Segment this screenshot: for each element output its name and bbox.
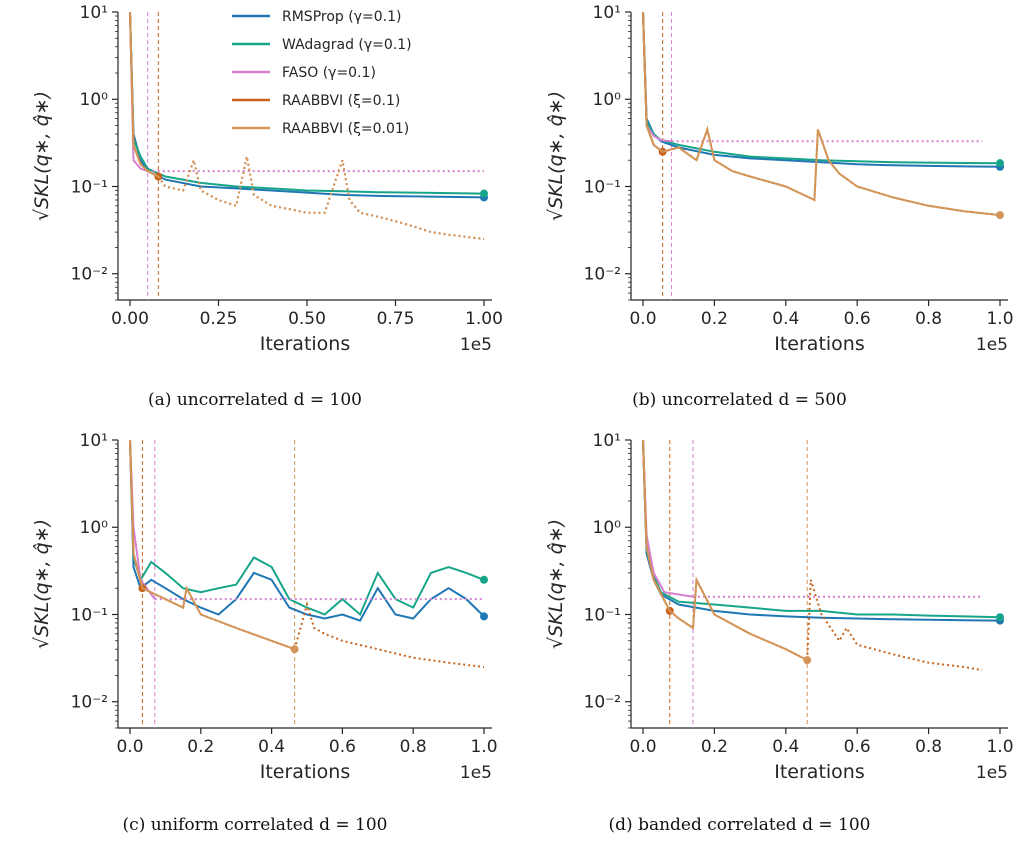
- y-axis-label: √SKL(q∗, q̂∗): [31, 91, 53, 221]
- panel-caption: (b) uncorrelated d = 500: [632, 390, 847, 410]
- panel-caption: (a) uncorrelated d = 100: [148, 390, 362, 410]
- y-axis-label: √SKL(q∗, q̂∗): [545, 519, 567, 649]
- chart-panel-2: 10⁻² 10⁻¹ 10⁰ 10¹ 0.0 0.2 0.4 0.6 0.8 1.0 Iteratio…: [545, 3, 1014, 410]
- series-line: [642, 439, 694, 598]
- series-line: [129, 439, 485, 622]
- legend-label: WAdagrad (γ=0.1): [282, 37, 412, 53]
- x-tick-label: 0.6: [844, 309, 871, 329]
- x-axis-label: Iterations: [260, 761, 351, 783]
- series-end-marker: [480, 612, 488, 621]
- series-end-marker: [996, 613, 1004, 622]
- x-tick-label: 0.8: [400, 737, 427, 757]
- x-tick-label: 1.0: [986, 309, 1013, 329]
- x-tick-label: 0.75: [377, 309, 415, 329]
- series-line: [129, 11, 485, 195]
- series-line: [642, 11, 1001, 168]
- x-tick-label: 0.00: [111, 309, 149, 329]
- y-tick-label: 10⁻²: [71, 693, 108, 713]
- series-line-dotted: [662, 125, 1001, 217]
- x-tick-label: 0.4: [258, 737, 285, 757]
- x-tick-label: 1.0: [986, 737, 1013, 757]
- series-line: [129, 11, 159, 178]
- x-multiplier: 1e5: [976, 763, 1008, 783]
- x-axis-label: Iterations: [774, 761, 865, 783]
- x-axis-label: Iterations: [774, 333, 865, 355]
- x-tick-label: 0.6: [329, 737, 356, 757]
- y-tick-label: 10¹: [593, 3, 621, 23]
- series-line-dotted: [669, 576, 983, 672]
- y-tick-label: 10⁻²: [71, 265, 108, 285]
- y-tick-label: 10¹: [80, 431, 108, 451]
- legend-label: RAABBVI (ξ=0.1): [282, 93, 400, 109]
- x-multiplier: 1e5: [460, 335, 492, 355]
- x-tick-label: 0.4: [772, 737, 799, 757]
- y-tick-label: 10⁻¹: [584, 605, 621, 625]
- x-tick-label: 0.0: [629, 309, 656, 329]
- series-line: [642, 11, 1001, 165]
- series-line: [129, 439, 485, 617]
- y-tick-label: 10⁻¹: [71, 177, 108, 197]
- x-axis-label: Iterations: [260, 333, 351, 355]
- x-tick-label: 0.0: [116, 737, 143, 757]
- y-tick-label: 10⁻²: [584, 693, 621, 713]
- y-tick-label: 10⁰: [593, 90, 622, 110]
- series-line: [129, 439, 295, 651]
- y-tick-label: 10⁻¹: [584, 177, 621, 197]
- y-tick-label: 10⁻¹: [71, 605, 108, 625]
- y-tick-label: 10⁰: [593, 518, 622, 538]
- x-multiplier: 1e5: [460, 763, 492, 783]
- x-tick-label: 0.50: [288, 309, 326, 329]
- y-tick-label: 10⁰: [80, 90, 109, 110]
- y-tick-label: 10⁻²: [584, 265, 621, 285]
- y-tick-label: 10¹: [80, 3, 108, 23]
- chart-panel-1: 10⁻² 10⁻¹ 10⁰ 10¹ 0.00 0.25 0.50 0.75 1.00 Iterat…: [31, 3, 503, 410]
- legend: RMSProp (γ=0.1) WAdagrad (γ=0.1) FASO (γ=0…: [232, 9, 412, 137]
- x-tick-label: 0.25: [200, 309, 238, 329]
- series-end-marker: [480, 189, 488, 198]
- series-line-dotted: [157, 156, 485, 240]
- series-line: [642, 439, 1001, 622]
- x-tick-label: 0.8: [915, 309, 942, 329]
- x-tick-label: 1.00: [465, 309, 503, 329]
- chart-panel-3: 10⁻² 10⁻¹ 10⁰ 10¹ 0.0 0.2 0.4 0.6 0.8 1.0 Iteratio…: [31, 431, 498, 835]
- legend-label: RAABBVI (ξ=0.01): [282, 121, 409, 137]
- series-end-marker: [480, 575, 488, 584]
- y-axis-label: √SKL(q∗, q̂∗): [31, 519, 53, 649]
- series-line: [642, 439, 808, 661]
- panel-caption: (d) banded correlated d = 100: [609, 815, 871, 835]
- x-tick-label: 0.2: [187, 737, 214, 757]
- panel-caption: (c) uniform correlated d = 100: [123, 815, 388, 835]
- x-multiplier: 1e5: [976, 335, 1008, 355]
- chart-panel-4: 10⁻² 10⁻¹ 10⁰ 10¹ 0.0 0.2 0.4 0.6 0.8 1.0 Iteratio…: [545, 431, 1014, 835]
- x-tick-label: 0.0: [629, 737, 656, 757]
- x-tick-label: 1.0: [470, 737, 497, 757]
- series-line: [642, 11, 1001, 217]
- x-tick-label: 0.4: [772, 309, 799, 329]
- series-end-marker: [996, 211, 1004, 220]
- y-tick-label: 10⁰: [80, 518, 109, 538]
- series-end-marker: [996, 159, 1004, 168]
- x-tick-label: 0.6: [844, 737, 871, 757]
- series-line: [642, 439, 1001, 619]
- x-tick-label: 0.2: [701, 737, 728, 757]
- y-axis-label: √SKL(q∗, q̂∗): [545, 91, 567, 221]
- x-tick-label: 0.2: [701, 309, 728, 329]
- legend-label: FASO (γ=0.1): [282, 65, 376, 81]
- series-line-dotted: [141, 585, 485, 668]
- legend-label: RMSProp (γ=0.1): [282, 9, 401, 25]
- y-tick-label: 10¹: [593, 431, 621, 451]
- series-end-marker: [290, 645, 299, 654]
- series-line-dotted: [157, 156, 485, 240]
- x-tick-label: 0.8: [915, 737, 942, 757]
- series-end-marker: [803, 656, 812, 665]
